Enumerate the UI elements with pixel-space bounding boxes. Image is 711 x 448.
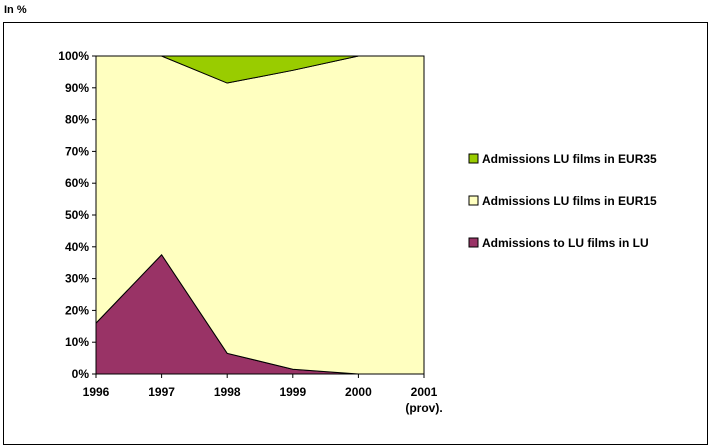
area-series-2 — [96, 55, 424, 84]
x-tick-label: 1996 — [83, 385, 110, 399]
chart-areas — [95, 55, 425, 375]
x-axis-ticks: 1996 1997 1998 1999 2000 2001 (prov). — [83, 374, 443, 415]
y-tick-label: 30% — [65, 272, 89, 286]
x-tick-label: 2000 — [345, 385, 372, 399]
y-tick-label: 50% — [65, 208, 89, 222]
y-tick-label: 80% — [65, 113, 89, 127]
y-tick-label: 70% — [65, 144, 89, 158]
x-tick-label: 2001 (prov). — [405, 385, 442, 415]
y-axis-ticks: 0% 10% 20% 30% 40% 50% 60% 70% 80% 90% 100% — [58, 49, 96, 381]
chart-frame — [3, 22, 708, 445]
y-tick-label: 100% — [58, 49, 89, 63]
x-tick-label: 1997 — [148, 385, 175, 399]
x-tick-label: 1999 — [279, 385, 306, 399]
legend-label: Admissions to LU films in LU — [482, 236, 649, 250]
legend-label: Admissions LU films in EUR15 — [482, 194, 657, 208]
y-tick-label: 40% — [65, 240, 89, 254]
y-tick-label: 0% — [72, 367, 90, 381]
y-tick-label: 10% — [65, 335, 89, 349]
y-tick-label: 90% — [65, 81, 89, 95]
y-tick-label: 60% — [65, 176, 89, 190]
x-tick-label: 1998 — [214, 385, 241, 399]
unit-label: In % — [4, 4, 27, 16]
legend-label: Admissions LU films in EUR35 — [482, 152, 657, 166]
legend-swatch — [468, 153, 479, 164]
y-tick-label: 20% — [65, 303, 89, 317]
legend-swatch — [468, 237, 479, 248]
legend-swatch — [468, 195, 479, 206]
chart-legend: Admissions LU films in EUR35 Admissions L… — [468, 152, 657, 250]
